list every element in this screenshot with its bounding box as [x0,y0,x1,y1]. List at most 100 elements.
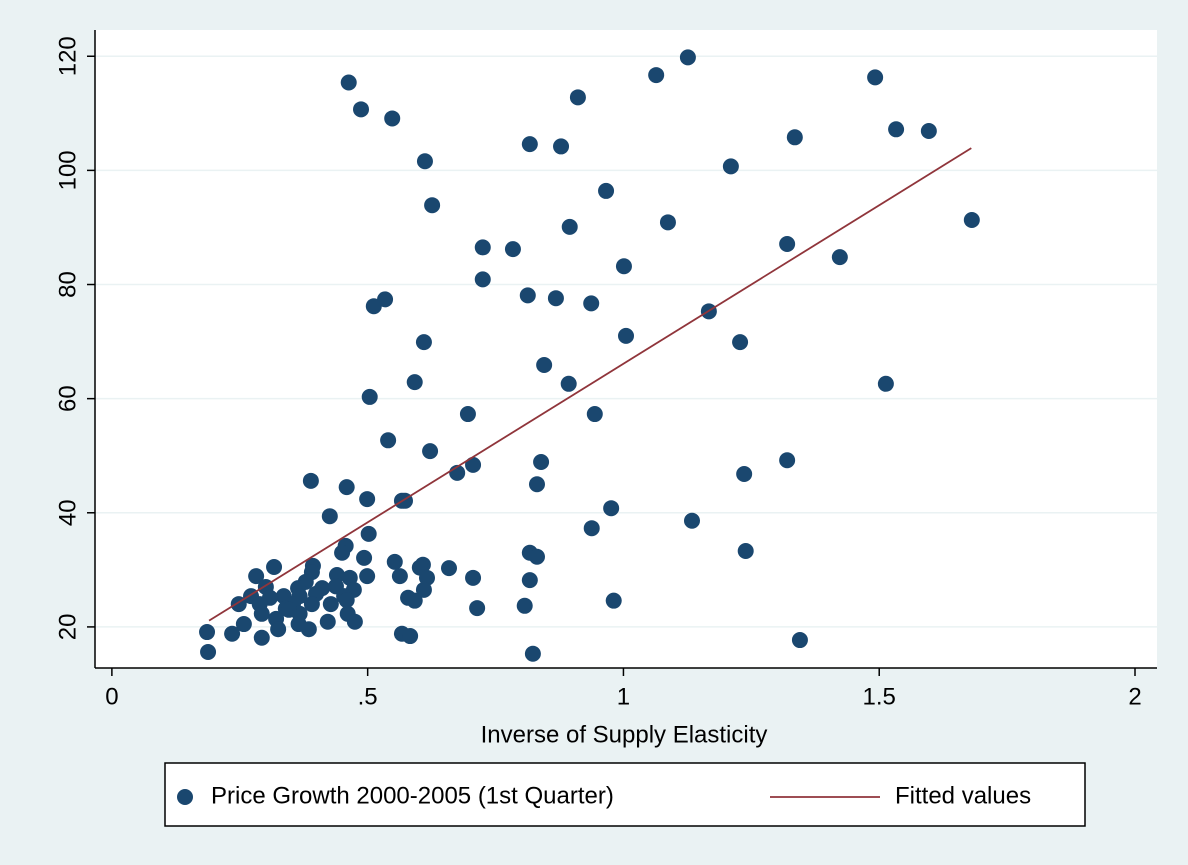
legend [164,762,1086,827]
point [791,632,808,649]
y-tick-label: 40 [54,499,81,526]
point [321,508,338,525]
point [583,295,600,312]
point [524,645,541,662]
point [248,568,265,585]
point [359,491,376,508]
point [569,89,586,106]
point [302,472,319,489]
point [235,616,252,633]
point [199,624,216,641]
point [679,49,696,66]
legend-label: Price Growth 2000-2005 (1st Quarter) [211,782,614,809]
point [583,520,600,537]
point [424,197,441,214]
point [340,74,357,91]
point [504,241,521,258]
point [722,158,739,175]
point [561,218,578,235]
point [560,375,577,392]
point [380,432,397,449]
point [533,453,550,470]
point [536,356,553,373]
y-tick-label: 20 [54,614,81,641]
point [519,287,536,304]
point [406,374,423,391]
point [338,479,355,496]
y-tick-label: 60 [54,385,81,412]
legend-symbol [177,789,193,805]
y-tick-label: 100 [54,150,81,190]
point [365,298,382,315]
point [386,553,403,570]
point [346,613,363,630]
x-tick-label: 1.5 [863,683,896,710]
point [402,628,419,645]
point [224,625,241,642]
point [516,597,533,614]
point [963,212,980,229]
point [300,621,317,638]
point [303,596,320,613]
x-axis-label: Inverse of Supply Elasticity [481,721,768,748]
point [270,621,287,638]
point [920,123,937,140]
point [659,214,676,231]
point [319,613,336,630]
x-tick-label: 1 [617,683,630,710]
point [391,568,408,585]
point [831,249,848,266]
x-tick-label: .5 [358,683,378,710]
point [353,101,370,118]
point [521,136,538,153]
point [877,375,894,392]
point [888,121,905,138]
point [553,138,570,155]
point [615,258,632,275]
point [786,129,803,146]
point [360,525,377,542]
point [603,500,620,517]
point [200,644,217,661]
point [441,560,457,577]
point [465,569,482,586]
legend-label: Fitted values [895,782,1031,809]
point [253,605,270,622]
point [406,592,423,609]
point [469,600,486,617]
point [648,67,665,84]
y-tick-label: 120 [54,36,81,76]
point [334,544,351,561]
point [737,543,754,560]
point [419,569,436,586]
point [586,406,603,423]
point [459,406,476,423]
point [547,290,564,307]
point [384,110,401,127]
point [528,476,545,493]
point [416,153,433,170]
point [415,334,432,351]
point [280,601,297,618]
point [779,452,796,469]
point [415,581,432,598]
point [356,549,373,566]
point [422,443,439,460]
point [361,388,378,405]
fit-line [208,147,972,622]
point [736,465,753,482]
point [474,271,491,288]
point [266,558,283,575]
point [683,512,700,529]
point [598,182,615,199]
y-tick-label: 80 [54,271,81,298]
point [779,235,796,252]
point [521,572,538,589]
point [618,327,634,344]
point [359,568,376,585]
x-tick-label: 0 [105,683,118,710]
point [338,592,355,609]
point [465,456,482,473]
